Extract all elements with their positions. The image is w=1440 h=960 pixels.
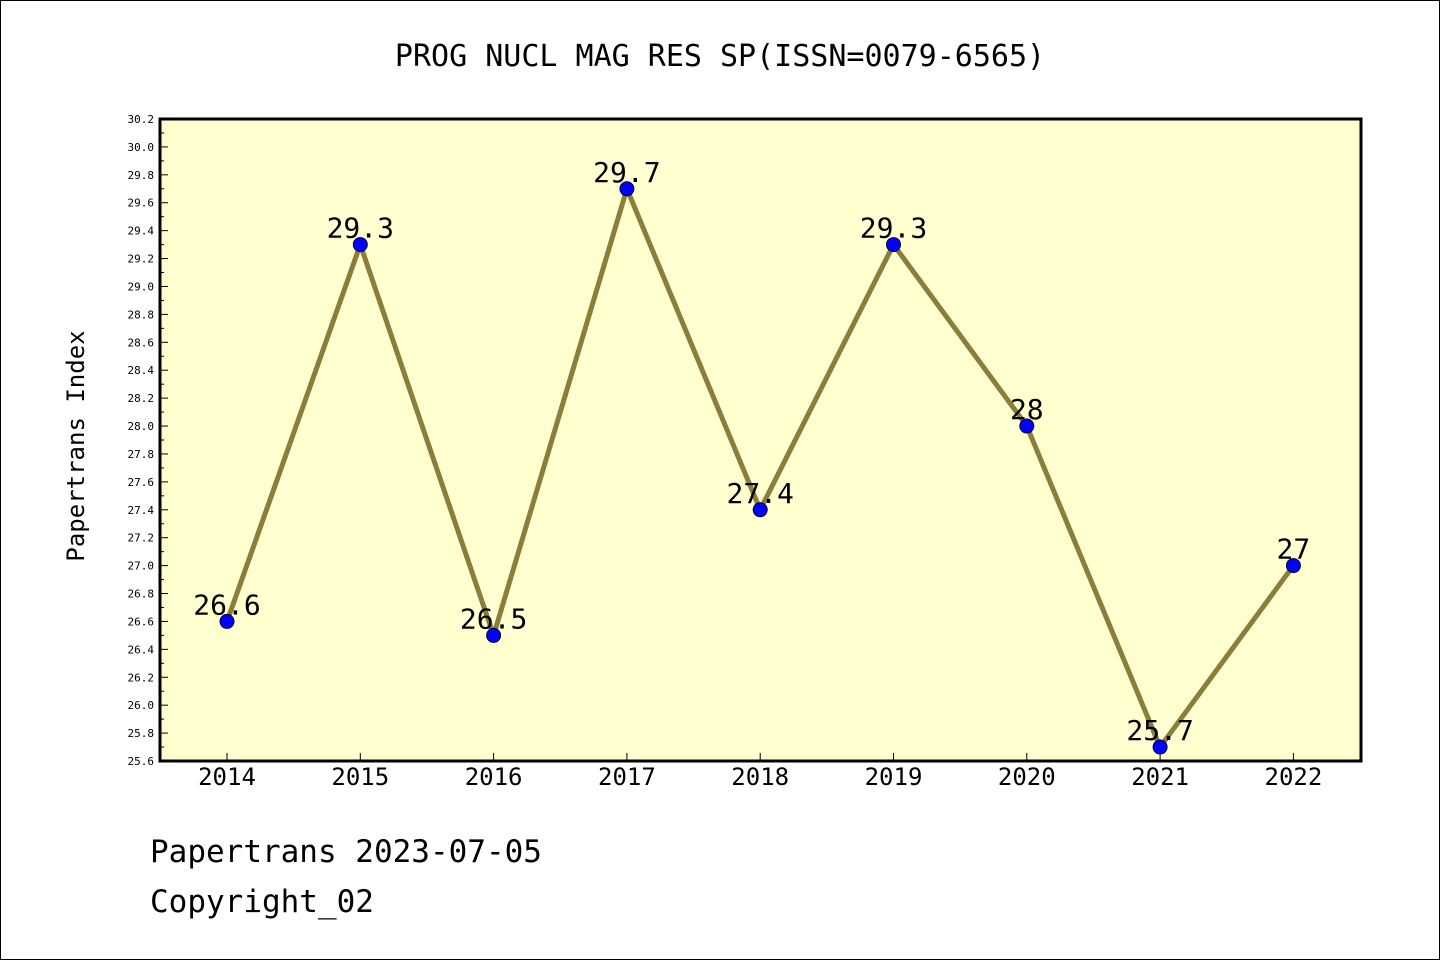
chart-title: PROG NUCL MAG RES SP(ISSN=0079-6565) <box>395 39 1045 74</box>
x-tick-label: 2016 <box>465 763 523 791</box>
data-point <box>352 237 368 253</box>
data-point <box>1285 558 1301 574</box>
footer-copyright: Copyright_02 <box>150 884 374 920</box>
y-tick-label: 29.6 <box>128 197 155 210</box>
y-tick-label: 28.8 <box>128 308 155 321</box>
y-tick-label: 27.4 <box>128 504 155 517</box>
data-label: 27.4 <box>726 477 793 510</box>
y-tick-label: 25.8 <box>128 727 155 740</box>
y-tick-label: 26.2 <box>128 671 155 684</box>
y-tick-label: 26.0 <box>128 699 155 712</box>
y-tick-label: 25.6 <box>128 755 155 768</box>
data-point <box>886 237 901 253</box>
y-tick-label: 30.2 <box>128 113 155 126</box>
y-tick-label: 26.4 <box>128 643 155 656</box>
data-label: 27 <box>1277 533 1311 566</box>
y-tick-label: 27.8 <box>128 448 155 461</box>
data-label: 28 <box>1010 393 1044 426</box>
y-tick-label: 27.2 <box>128 532 155 545</box>
y-tick-label: 26.8 <box>128 588 155 601</box>
footer-date: Papertrans 2023-07-05 <box>150 834 542 870</box>
data-label: 29.3 <box>860 212 927 245</box>
y-tick-label: 29.8 <box>128 169 155 182</box>
data-point <box>1152 739 1168 755</box>
y-axis-label: Papertrans Index <box>62 330 90 561</box>
data-point <box>486 627 502 643</box>
data-labels: 26.6 29.3 26.5 29.7 27.4 29.3 28 25.7 27 <box>193 156 1310 747</box>
data-label: 26.5 <box>460 602 527 635</box>
x-tick-label: 2020 <box>998 763 1056 791</box>
data-label: 25.7 <box>1126 714 1193 747</box>
data-point <box>1019 418 1035 434</box>
y-tick-label: 29.0 <box>128 280 155 293</box>
x-tick-label: 2022 <box>1265 763 1323 791</box>
x-tick-label: 2021 <box>1131 763 1189 791</box>
x-tick-label: 2017 <box>598 763 656 791</box>
data-label: 29.3 <box>327 212 394 245</box>
data-label: 26.6 <box>193 588 260 621</box>
x-axis: 2014 2015 2016 2017 2018 2019 2020 2021 2022 <box>198 753 1322 791</box>
x-tick-label: 2019 <box>865 763 923 791</box>
y-axis: 25.6 25.8 26.0 26.2 26.4 26.6 26.8 27.0 27.2 27.4… <box>128 113 168 768</box>
y-tick-label: 28.4 <box>128 364 155 377</box>
y-tick-label: 27.0 <box>128 560 155 573</box>
plot-area <box>158 117 1363 763</box>
data-point <box>752 502 768 518</box>
y-tick-label: 30.0 <box>128 141 155 154</box>
data-point <box>619 181 635 197</box>
y-tick-label: 28.0 <box>128 420 155 433</box>
y-tick-label: 29.2 <box>128 253 155 266</box>
y-tick-label: 28.6 <box>128 336 155 349</box>
x-tick-label: 2015 <box>331 763 389 791</box>
x-tick-label: 2014 <box>198 763 256 791</box>
data-label: 29.7 <box>593 156 660 189</box>
y-tick-label: 27.6 <box>128 476 155 489</box>
data-point <box>219 613 235 629</box>
y-tick-label: 29.4 <box>128 225 155 238</box>
x-tick-label: 2018 <box>731 763 789 791</box>
y-tick-label: 26.6 <box>128 615 155 628</box>
data-points <box>219 181 1301 755</box>
y-tick-label: 28.2 <box>128 392 155 405</box>
